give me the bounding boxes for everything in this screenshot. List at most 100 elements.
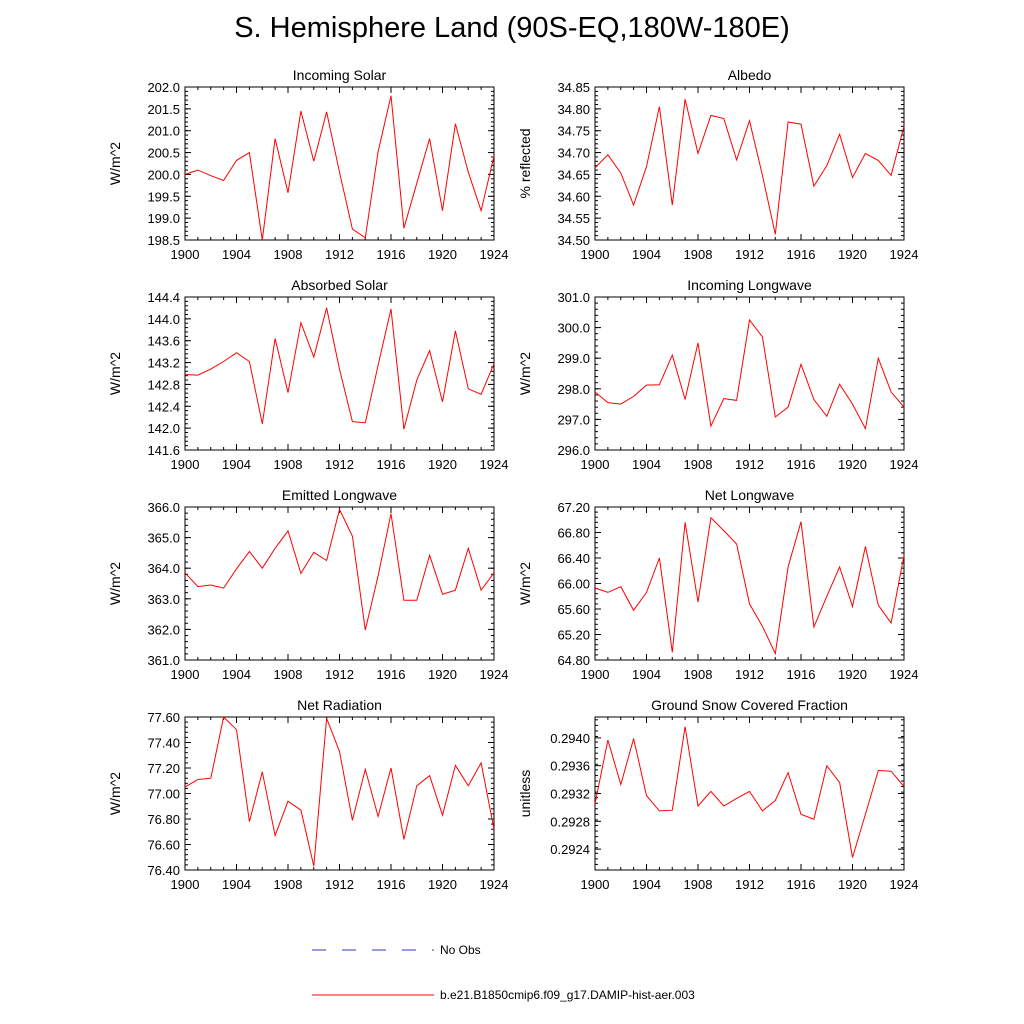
plot-frame [594, 716, 905, 871]
y-tick-label: 64.80 [557, 653, 590, 668]
x-tick-label: 1916 [377, 457, 406, 472]
x-tick-label: 1904 [222, 667, 251, 682]
legend-label: b.e21.B1850cmip6.f09_g17.DAMIP-hist-aer.… [440, 988, 695, 1002]
series-line [594, 318, 905, 431]
series-line [184, 507, 495, 631]
x-tick-label: 1908 [684, 877, 713, 892]
x-tick-label: 1904 [632, 247, 661, 262]
y-tick-label: 0.2932 [550, 787, 590, 802]
y-tick-label: 298.0 [557, 382, 590, 397]
y-axis-label: W/m^2 [517, 352, 533, 395]
legend-label: No Obs [440, 943, 481, 957]
y-tick-label: 142.8 [147, 377, 180, 392]
y-tick-label: 77.60 [147, 710, 180, 725]
y-tick-label: 200.0 [147, 167, 180, 182]
y-tick-label: 0.2936 [550, 759, 590, 774]
y-tick-label: 65.20 [557, 628, 590, 643]
x-tick-label: 1900 [171, 877, 200, 892]
x-tick-label: 1908 [274, 877, 303, 892]
panel-1: Albedo % reflected 1900 1904 1908 1912 1916 192… [517, 67, 918, 262]
panel-title: Incoming Solar [293, 67, 387, 83]
panel-title: Net Radiation [297, 697, 382, 713]
y-tick-label: 301.0 [557, 290, 590, 305]
y-tick-label: 144.4 [147, 290, 180, 305]
x-tick-label: 1924 [890, 247, 919, 262]
x-tick-label: 1904 [222, 247, 251, 262]
y-tick-label: 143.6 [147, 334, 180, 349]
y-tick-label: 0.2928 [550, 814, 590, 829]
y-tick-label: 142.4 [147, 399, 180, 414]
panel-0: Incoming Solar W/m^2 1900 1904 1908 1912 1916 1… [107, 67, 508, 262]
y-tick-label: 77.20 [147, 761, 180, 776]
y-tick-label: 77.40 [147, 736, 180, 751]
panel-7: Ground Snow Covered Fraction unitless 1900… [517, 697, 918, 892]
y-tick-label: 34.55 [557, 211, 590, 226]
x-tick-label: 1924 [890, 457, 919, 472]
x-tick-label: 1900 [581, 877, 610, 892]
x-tick-label: 1916 [787, 667, 816, 682]
x-tick-label: 1920 [428, 457, 457, 472]
x-tick-label: 1912 [325, 457, 354, 472]
x-tick-label: 1924 [480, 877, 509, 892]
y-tick-label: 143.2 [147, 356, 180, 371]
x-tick-label: 1912 [735, 667, 764, 682]
panel-title: Emitted Longwave [282, 487, 397, 503]
y-tick-label: 300.0 [557, 321, 590, 336]
y-axis-label: W/m^2 [107, 772, 123, 815]
y-tick-label: 76.60 [147, 838, 180, 853]
y-tick-label: 144.0 [147, 312, 180, 327]
y-tick-label: 67.20 [557, 500, 590, 515]
x-tick-label: 1916 [377, 877, 406, 892]
x-tick-label: 1908 [274, 247, 303, 262]
x-tick-label: 1908 [274, 667, 303, 682]
x-tick-label: 1916 [377, 247, 406, 262]
x-tick-label: 1916 [377, 667, 406, 682]
y-tick-label: 201.0 [147, 124, 180, 139]
x-tick-label: 1916 [787, 247, 816, 262]
series-line [184, 307, 495, 430]
x-tick-label: 1900 [581, 667, 610, 682]
x-tick-label: 1912 [735, 877, 764, 892]
x-tick-label: 1908 [684, 457, 713, 472]
y-tick-label: 34.70 [557, 146, 590, 161]
x-tick-label: 1912 [735, 457, 764, 472]
panel-title: Absorbed Solar [291, 277, 388, 293]
x-tick-label: 1920 [838, 457, 867, 472]
y-tick-label: 77.00 [147, 787, 180, 802]
figure-title: S. Hemisphere Land (90S-EQ,180W-180E) [234, 12, 790, 44]
x-tick-label: 1920 [838, 877, 867, 892]
y-tick-label: 0.2940 [550, 731, 590, 746]
x-tick-label: 1912 [325, 877, 354, 892]
plot-frame [184, 506, 495, 661]
x-tick-label: 1920 [838, 247, 867, 262]
panel-4: Emitted Longwave W/m^2 1900 1904 1908 1912 191… [107, 487, 508, 682]
x-tick-label: 1900 [171, 247, 200, 262]
y-axis-label: % reflected [517, 128, 533, 198]
x-tick-label: 1920 [838, 667, 867, 682]
x-tick-label: 1924 [480, 457, 509, 472]
y-tick-label: 34.75 [557, 124, 590, 139]
x-tick-label: 1924 [890, 667, 919, 682]
panel-2: Absorbed Solar W/m^2 1900 1904 1908 1912 1916 1… [107, 277, 508, 472]
series-line [594, 516, 905, 656]
x-tick-label: 1904 [632, 877, 661, 892]
panel-title: Ground Snow Covered Fraction [651, 697, 848, 713]
x-tick-label: 1908 [274, 457, 303, 472]
series-line [594, 99, 905, 235]
y-tick-label: 66.00 [557, 577, 590, 592]
y-tick-label: 34.85 [557, 80, 590, 95]
x-tick-label: 1900 [581, 247, 610, 262]
y-tick-label: 76.80 [147, 812, 180, 827]
y-axis-label: W/m^2 [107, 562, 123, 605]
y-tick-label: 365.0 [147, 531, 180, 546]
y-axis-label: W/m^2 [107, 352, 123, 395]
y-tick-label: 363.0 [147, 592, 180, 607]
y-tick-label: 299.0 [557, 351, 590, 366]
x-tick-label: 1916 [787, 877, 816, 892]
y-tick-label: 141.6 [147, 443, 180, 458]
y-tick-label: 201.5 [147, 102, 180, 117]
panel-title: Net Longwave [705, 487, 795, 503]
y-tick-label: 66.40 [557, 551, 590, 566]
y-tick-label: 362.0 [147, 622, 180, 637]
y-axis-label: unitless [517, 770, 533, 817]
